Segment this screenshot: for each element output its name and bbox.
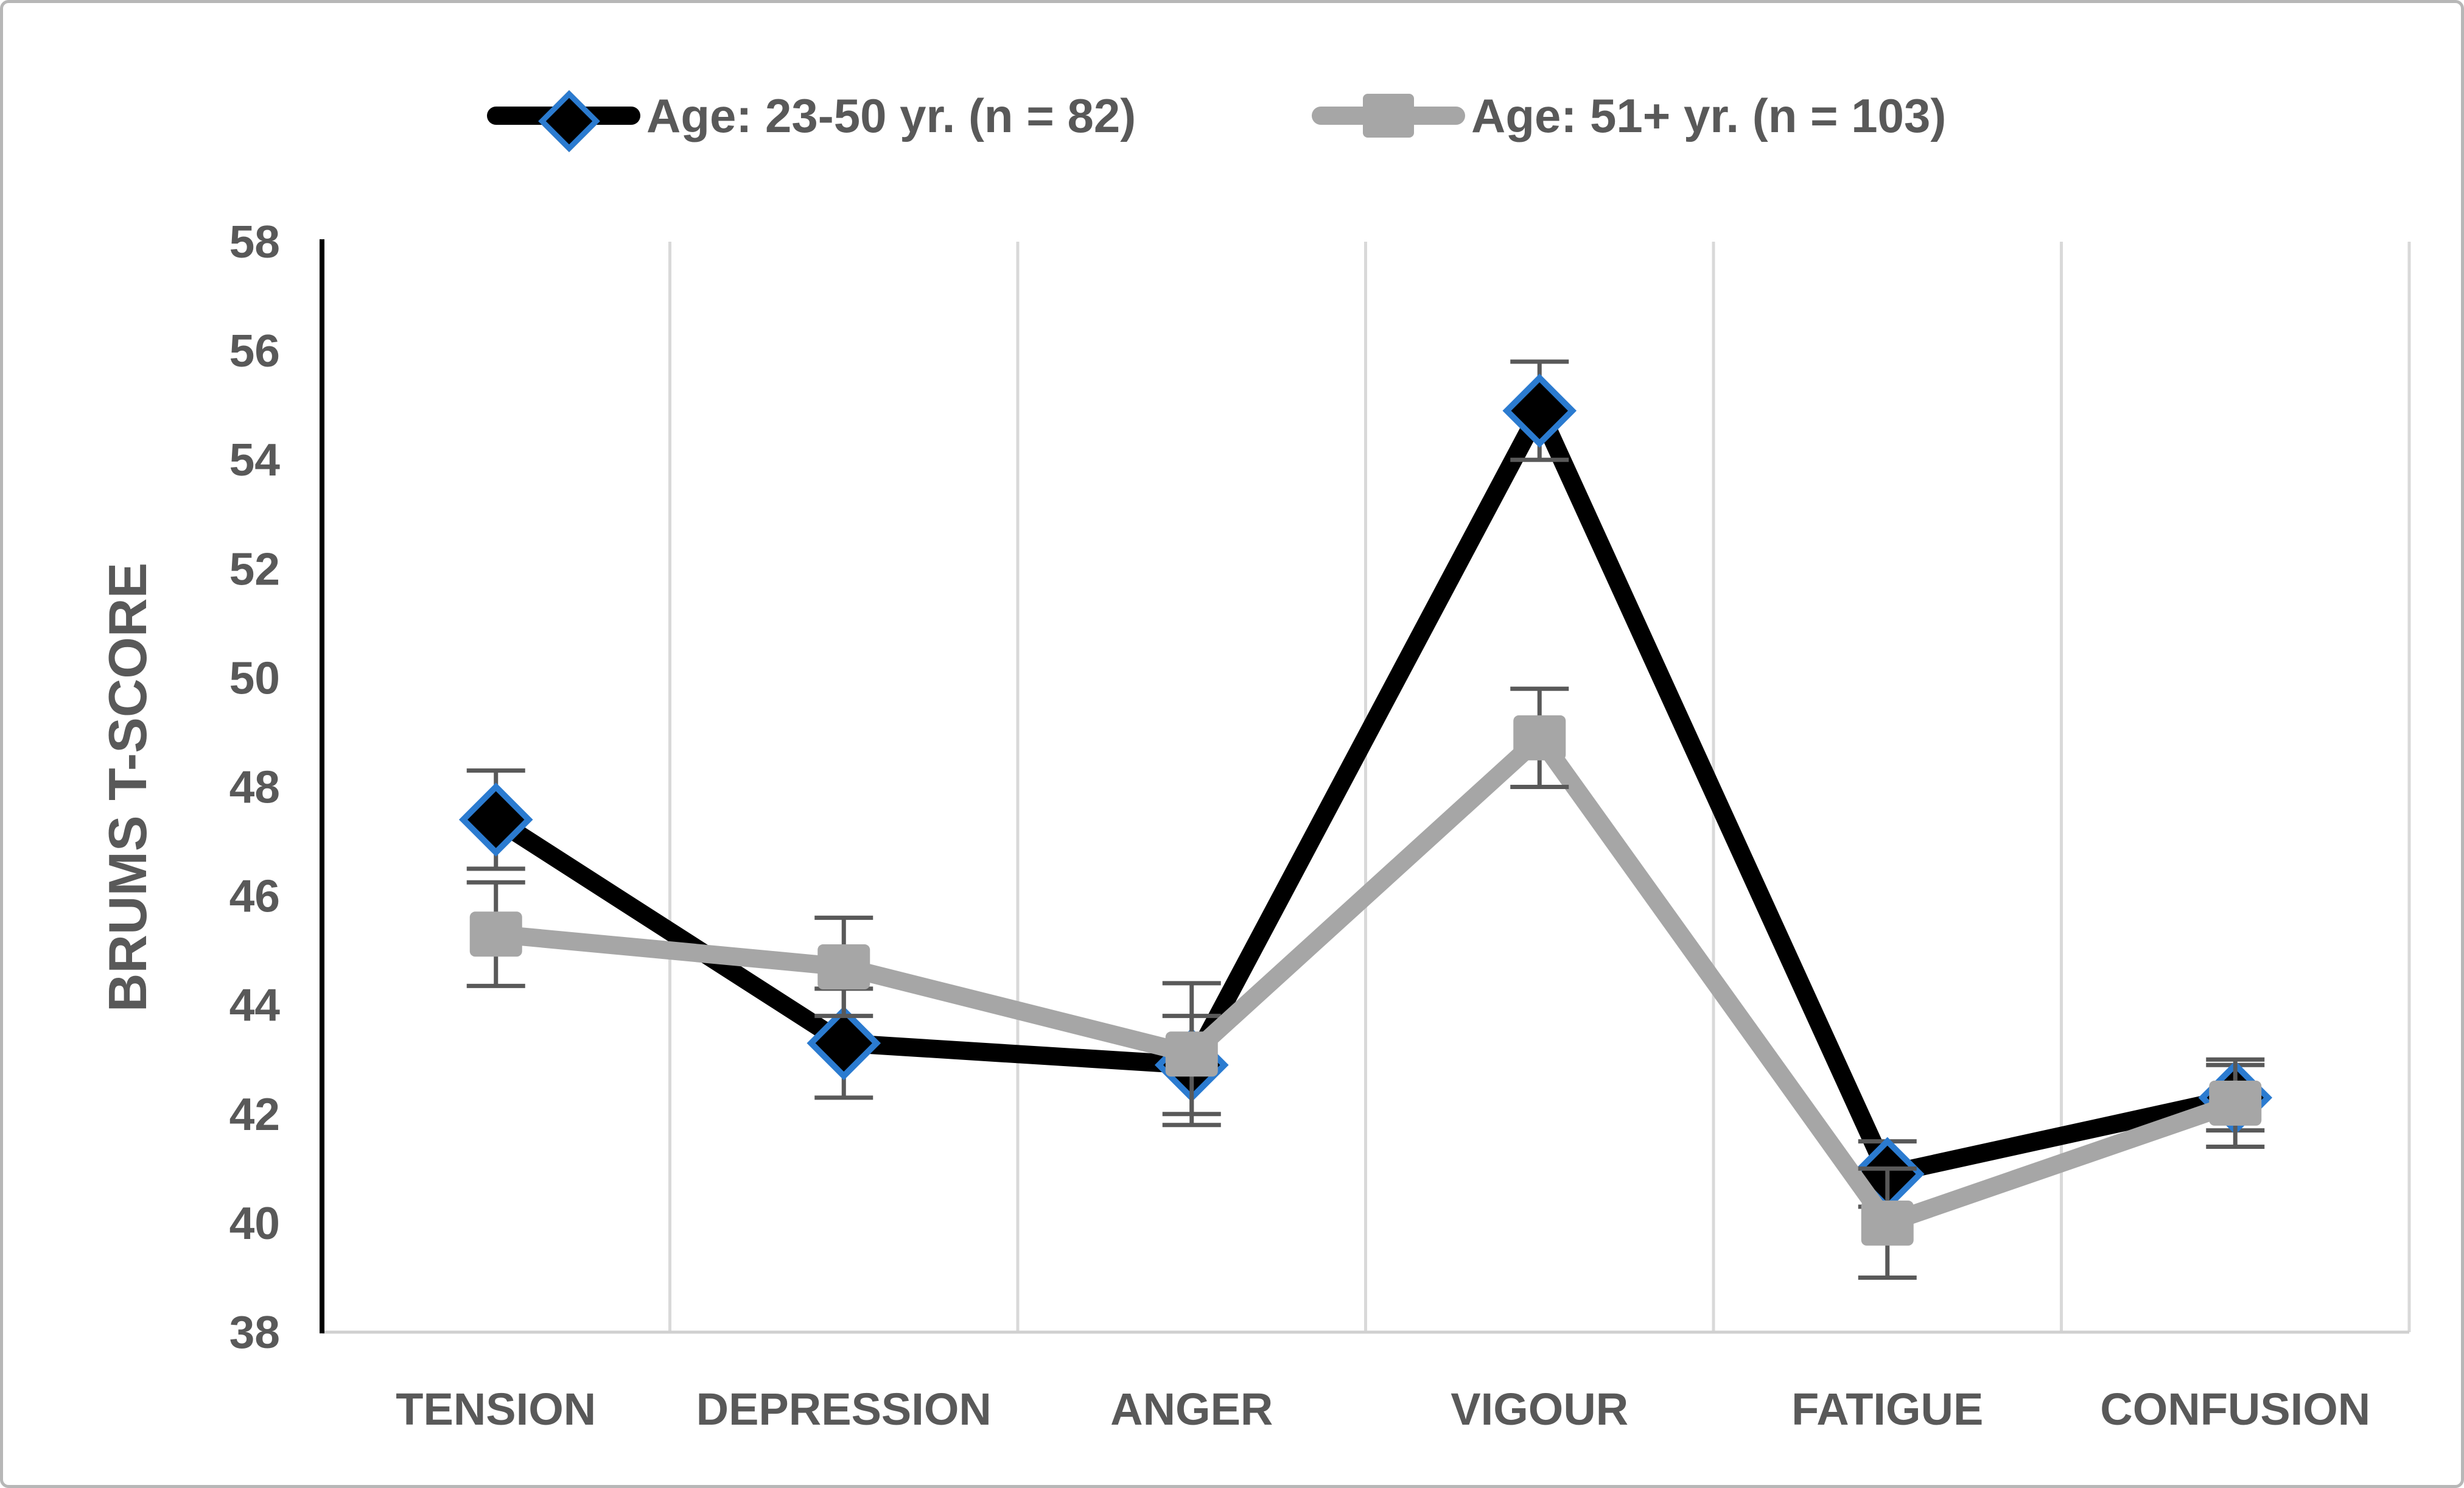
- y-axis-title: BRUMS T-SCORE: [97, 562, 158, 1012]
- marker-square-tension: [469, 911, 522, 957]
- marker-square-depression: [817, 944, 870, 990]
- x-category-label-anger: ANGER: [1110, 1384, 1273, 1434]
- y-tick-label: 44: [229, 980, 281, 1031]
- y-tick-label: 50: [229, 652, 280, 703]
- y-tick-label: 56: [229, 325, 280, 376]
- marker-square-anger: [1165, 1031, 1218, 1077]
- y-tick-label: 58: [229, 216, 280, 267]
- x-category-label-fatigue: FATIGUE: [1791, 1384, 1983, 1434]
- y-tick-label: 40: [229, 1198, 280, 1249]
- y-tick-label: 48: [229, 762, 280, 813]
- y-tick-label: 38: [229, 1307, 280, 1358]
- marker-diamond-tension: [458, 782, 533, 857]
- legend-sample-age-51-plus: [1312, 79, 1465, 152]
- marker-diamond-vigour: [1502, 373, 1577, 448]
- marker-diamond-depression: [807, 1006, 881, 1081]
- legend-entry-age-23-50: Age: 23-50 yr. (n = 82): [487, 79, 1136, 152]
- x-category-label-tension: TENSION: [396, 1384, 596, 1434]
- y-tick-label: 42: [229, 1089, 280, 1140]
- legend-sample-age-23-50: [487, 79, 640, 152]
- line-chart: 38 40 42 44 46 48 50 52 54 56 58 TENSION DEPRESSION A…: [229, 216, 2411, 1434]
- x-category-label-depression: DEPRESSION: [696, 1384, 992, 1434]
- y-tick-label: 46: [229, 871, 280, 922]
- legend-diamond-icon: [538, 90, 600, 152]
- x-category-label-vigour: VIGOUR: [1451, 1384, 1628, 1434]
- legend-label-age-51-plus: Age: 51+ yr. (n = 103): [1471, 88, 1947, 142]
- legend-entry-age-51-plus: Age: 51+ yr. (n = 103): [1312, 79, 1946, 152]
- marker-square-confusion: [2209, 1080, 2262, 1126]
- y-tick-label: 54: [229, 434, 281, 485]
- series-line-0: [486, 401, 2245, 1184]
- x-category-label-confusion: CONFUSION: [2100, 1384, 2370, 1434]
- legend-square-icon: [1363, 94, 1414, 138]
- marker-square-fatigue: [1861, 1200, 1914, 1246]
- marker-square-vigour: [1513, 715, 1566, 760]
- y-tick-label: 52: [229, 543, 280, 594]
- legend-label-age-23-50: Age: 23-50 yr. (n = 82): [646, 88, 1136, 142]
- series-line-1: [486, 728, 2245, 1232]
